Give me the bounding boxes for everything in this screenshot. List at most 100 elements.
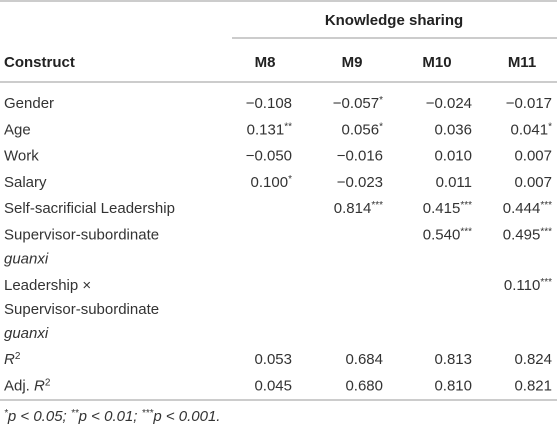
row-label: Age: [4, 121, 31, 138]
cell-value: 0.007: [514, 174, 552, 191]
cell-value: 0.824: [514, 351, 552, 368]
row-label: Adj. R2: [4, 377, 51, 395]
cell-value: −0.017: [506, 95, 552, 112]
row-label: Self-sacrificial Leadership: [4, 200, 175, 217]
text-run: 0.813: [434, 351, 472, 368]
text-run: 0.684: [345, 351, 383, 368]
superscript: 2: [45, 377, 51, 388]
text-run: 0.010: [434, 148, 472, 165]
superscript: 2: [15, 351, 21, 362]
text-run: Gender: [4, 95, 54, 112]
text-run: −0.023: [337, 174, 383, 191]
text-run: 0.007: [514, 174, 552, 191]
text-run: Leadership ×: [4, 277, 91, 294]
column-header: M8: [255, 54, 276, 71]
text-run: guanxi: [4, 325, 49, 342]
text-run: 0.007: [514, 148, 552, 165]
row-label: guanxi: [4, 251, 49, 268]
text-run: 0.495: [503, 227, 541, 244]
text-run: p < 0.05;: [7, 408, 71, 425]
row-label: R2: [4, 351, 21, 369]
cell-value: 0.813: [434, 351, 472, 368]
superscript: *: [288, 173, 292, 184]
text-run: 0.821: [514, 377, 552, 394]
text-run: Work: [4, 148, 39, 165]
cell-value: 0.011: [436, 174, 472, 191]
row-label: guanxi: [4, 325, 49, 342]
footnote: *p < 0.05; **p < 0.01; ***p < 0.001.: [4, 408, 220, 426]
text-run: −0.016: [337, 148, 383, 165]
column-header: M9: [342, 54, 363, 71]
column-header: M10: [422, 54, 451, 71]
text-run: 0.053: [254, 351, 292, 368]
column-header: M11: [508, 54, 536, 71]
cell-value: 0.821: [514, 377, 552, 394]
cell-value: 0.444***: [503, 200, 552, 218]
cell-value: 0.495***: [503, 226, 552, 244]
cell-value: 0.680: [345, 377, 383, 394]
row-label: Work: [4, 148, 39, 165]
text-run: 0.824: [514, 351, 552, 368]
superscript: ***: [371, 200, 383, 211]
cell-value: 0.036: [434, 121, 472, 138]
text-run: 0.814: [334, 200, 372, 217]
cell-value: 0.056*: [342, 121, 384, 139]
text-run: −0.024: [426, 95, 472, 112]
text-run: 0.041: [511, 121, 549, 138]
text-run: Self-sacrificial Leadership: [4, 200, 175, 217]
text-run: Adj.: [4, 377, 34, 394]
column-header: Construct: [4, 54, 75, 71]
text-run: −0.108: [246, 95, 292, 112]
text-run: Supervisor-subordinate: [4, 301, 159, 318]
text-run: 0.100: [251, 174, 289, 191]
cell-value: 0.053: [254, 351, 292, 368]
row-label: Supervisor-subordinate: [4, 301, 159, 318]
text-run: p < 0.01;: [78, 408, 142, 425]
cell-value: 0.131**: [247, 121, 292, 139]
cell-value: 0.100*: [251, 173, 293, 191]
text-run: Supervisor-subordinate: [4, 227, 159, 244]
cell-value: −0.057*: [333, 95, 383, 113]
cell-value: 0.415***: [423, 200, 472, 218]
superscript: *: [4, 408, 9, 419]
text-run: R: [34, 377, 45, 394]
cell-value: 0.041*: [511, 121, 553, 139]
row-label: Salary: [4, 174, 47, 191]
text-run: 0.110: [504, 277, 540, 294]
text-run: Salary: [4, 174, 47, 191]
cell-value: 0.684: [345, 351, 383, 368]
cell-value: −0.023: [337, 174, 383, 191]
superscript: ***: [540, 276, 552, 287]
row-label: Supervisor-subordinate: [4, 227, 159, 244]
text-run: p < 0.001.: [152, 408, 220, 425]
cell-value: 0.540***: [423, 226, 472, 244]
cell-value: 0.007: [514, 148, 552, 165]
text-run: 0.045: [254, 377, 292, 394]
superscript: **: [284, 121, 292, 132]
cell-value: 0.110***: [504, 276, 552, 294]
cell-value: −0.108: [246, 95, 292, 112]
text-run: 0.444: [503, 200, 541, 217]
superscript: ***: [142, 408, 155, 419]
cell-value: 0.010: [434, 148, 472, 165]
cell-value: 0.810: [434, 377, 472, 394]
text-run: 0.056: [342, 121, 380, 138]
text-run: guanxi: [4, 251, 49, 268]
superscript: *: [379, 95, 383, 106]
text-run: 0.011: [436, 174, 472, 191]
cell-value: −0.050: [246, 148, 292, 165]
text-run: 0.131: [247, 121, 285, 138]
cell-value: 0.045: [254, 377, 292, 394]
text-run: −0.050: [246, 148, 292, 165]
superscript: *: [548, 121, 552, 132]
text-run: −0.017: [506, 95, 552, 112]
row-label: Leadership ×: [4, 277, 91, 294]
superscript: ***: [540, 226, 552, 237]
text-run: 0.415: [423, 200, 461, 217]
group-header: Knowledge sharing: [325, 12, 463, 29]
text-run: 0.540: [423, 227, 461, 244]
superscript: ***: [540, 200, 552, 211]
text-run: R: [4, 351, 15, 368]
